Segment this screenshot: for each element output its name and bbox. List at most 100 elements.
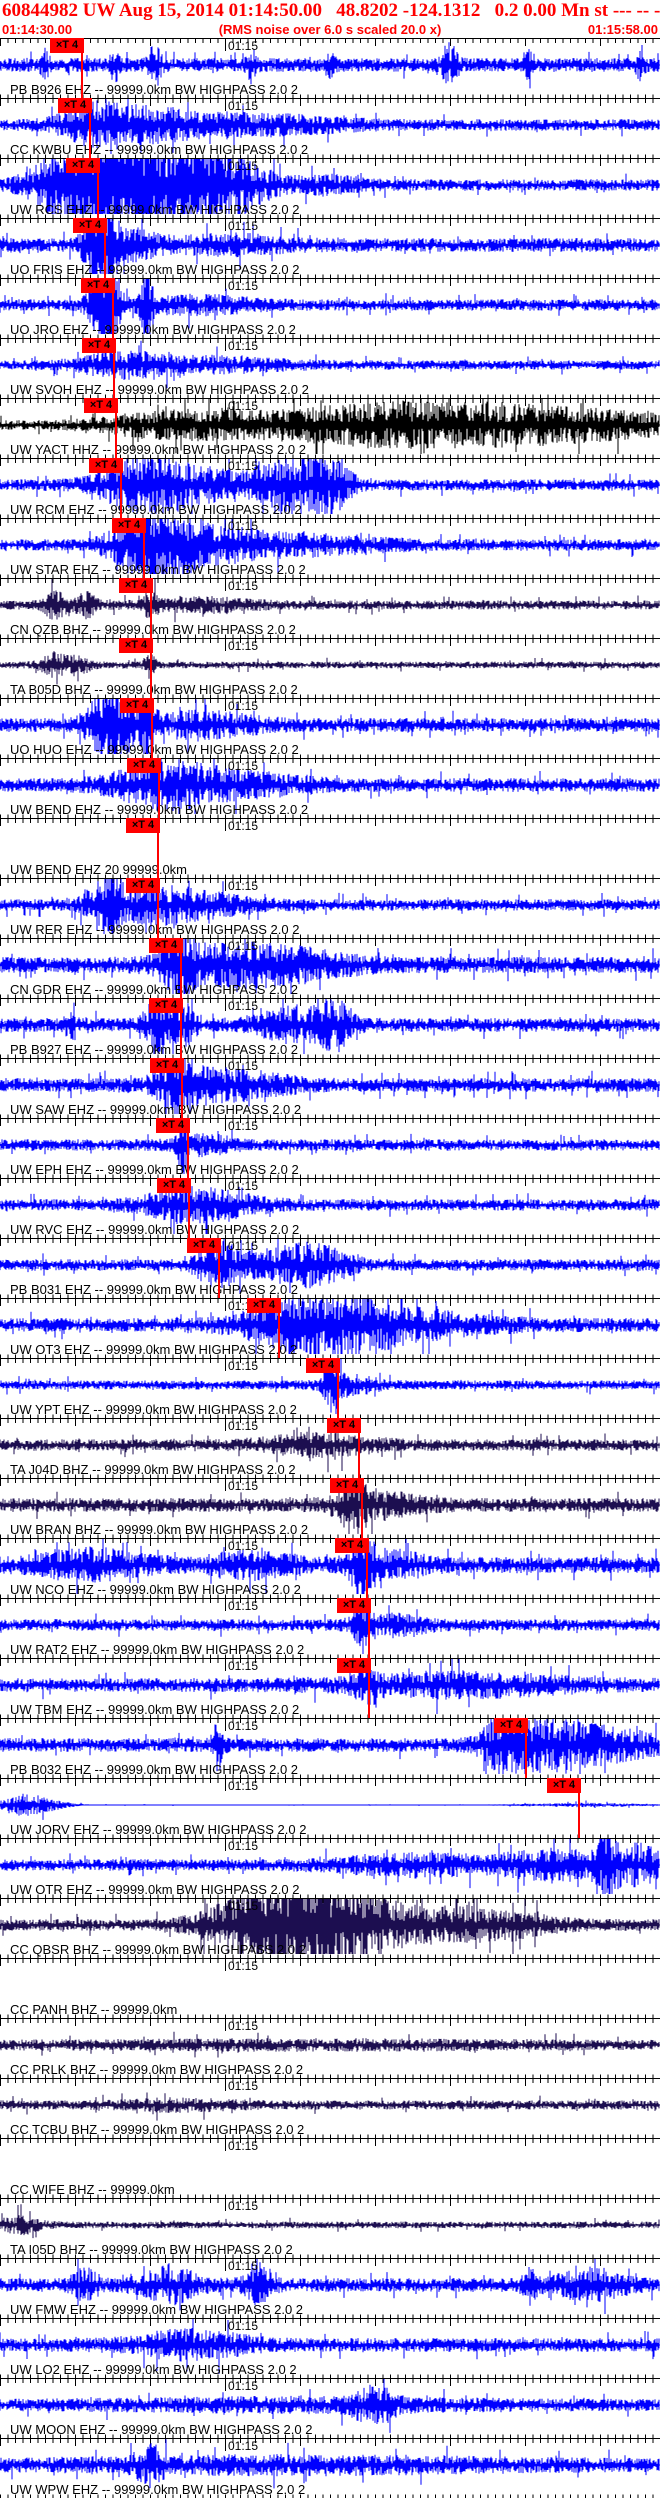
- minute-label: 01:15: [228, 999, 259, 1013]
- trace-row-pb-b032[interactable]: 01:15 ×T 4 PB B032 EHZ -- 99999.0km BW H…: [0, 1718, 660, 1778]
- trace-row-uw-bend[interactable]: 01:15 ×T 4 UW BEND EHZ 20 99999.0km: [0, 818, 660, 878]
- pick-flag[interactable]: ×T 4: [84, 398, 118, 413]
- trace-row-uw-lo2[interactable]: 01:15 UW LO2 EHZ -- 99999.0km BW HIGHPAS…: [0, 2318, 660, 2378]
- trace-row-uw-bran[interactable]: 01:15 ×T 4 UW BRAN BHZ -- 99999.0km BW H…: [0, 1478, 660, 1538]
- pick-line: [151, 713, 153, 758]
- pick-flag[interactable]: ×T 4: [82, 338, 116, 353]
- trace-row-ta-j04d[interactable]: 01:15 ×T 4 TA J04D BHZ -- 99999.0km BW H…: [0, 1418, 660, 1478]
- pick-flag[interactable]: ×T 4: [112, 518, 146, 533]
- minute-label: 01:15: [228, 1839, 259, 1853]
- trace-row-cc-wife[interactable]: 01:15 CC WIFE BHZ -- 99999.0km: [0, 2138, 660, 2198]
- trace-label: UW OT3 EHZ -- 99999.0km BW HIGHPASS 2.0 …: [10, 1342, 298, 1357]
- trace-label: CC WIFE BHZ -- 99999.0km: [10, 2182, 175, 2197]
- minute-label: 01:15: [228, 2259, 259, 2273]
- trace-row-uw-rvc[interactable]: 01:15 ×T 4 UW RVC EHZ -- 99999.0km BW HI…: [0, 1178, 660, 1238]
- pick-flag[interactable]: ×T 4: [58, 98, 92, 113]
- pick-line: [150, 593, 152, 638]
- trace-row-cn-gdr[interactable]: 01:15 ×T 4 CN GDR EHZ -- 99999.0km BW HI…: [0, 938, 660, 998]
- pick-flag[interactable]: ×T 4: [126, 878, 160, 893]
- trace-label: UW MOON EHZ -- 99999.0km BW HIGHPASS 2.0…: [10, 2422, 313, 2437]
- pick-flag[interactable]: ×T 4: [149, 938, 183, 953]
- minute-label: 01:15: [228, 699, 259, 713]
- trace-row-cc-panh[interactable]: 01:15 CC PANH BHZ -- 99999.0km: [0, 1958, 660, 2018]
- pick-line: [97, 173, 99, 218]
- trace-row-uw-eph[interactable]: 01:15 ×T 4 UW EPH EHZ -- 99999.0km BW HI…: [0, 1118, 660, 1178]
- trace-row-uw-wpw[interactable]: 01:15 UW WPW EHZ -- 99999.0km BW HIGHPAS…: [0, 2438, 660, 2498]
- trace-row-uw-rat2[interactable]: 01:15 ×T 4 UW RAT2 EHZ -- 99999.0km BW H…: [0, 1598, 660, 1658]
- trace-row-uw-ot3[interactable]: 01:15 ×T 4 UW OT3 EHZ -- 99999.0km BW HI…: [0, 1298, 660, 1358]
- trace-row-uw-otr[interactable]: 01:15 UW OTR EHZ -- 99999.0km BW HIGHPAS…: [0, 1838, 660, 1898]
- trace-label: UW SAW EHZ -- 99999.0km BW HIGHPASS 2.0 …: [10, 1102, 302, 1117]
- trace-label: UW RCM EHZ -- 99999.0km BW HIGHPASS 2.0 …: [10, 502, 302, 517]
- minute-label: 01:15: [228, 519, 259, 533]
- pick-flag[interactable]: ×T 4: [335, 1538, 369, 1553]
- pick-line: [143, 533, 145, 578]
- minute-label: 01:15: [228, 1539, 259, 1553]
- pick-flag[interactable]: ×T 4: [330, 1478, 364, 1493]
- pick-flag[interactable]: ×T 4: [150, 1058, 184, 1073]
- waveform: [0, 1178, 660, 1238]
- pick-flag[interactable]: ×T 4: [187, 1238, 221, 1253]
- pick-flag[interactable]: ×T 4: [337, 1598, 371, 1613]
- trace-label: UW FMW EHZ -- 99999.0km BW HIGHPASS 2.0 …: [10, 2302, 304, 2317]
- pick-flag[interactable]: ×T 4: [157, 1178, 191, 1193]
- pick-flag[interactable]: ×T 4: [149, 998, 183, 1013]
- trace-row-uo-huo[interactable]: 01:15 ×T 4 UO HUO EHZ -- 99999.0km BW HI…: [0, 698, 660, 758]
- trace-label: PB B032 EHZ -- 99999.0km BW HIGHPASS 2.0…: [10, 1762, 299, 1777]
- trace-row-uw-svoh[interactable]: 01:15 ×T 4 UW SVOH EHZ -- 99999.0km BW H…: [0, 338, 660, 398]
- trace-row-uw-star[interactable]: 01:15 ×T 4 UW STAR EHZ -- 99999.0km BW H…: [0, 518, 660, 578]
- trace-row-uo-fris[interactable]: 01:15 ×T 4 UO FRIS EHZ -- 99999.0km BW H…: [0, 218, 660, 278]
- trace-row-cc-prlk[interactable]: 01:15 CC PRLK BHZ -- 99999.0km BW HIGHPA…: [0, 2018, 660, 2078]
- trace-row-uw-bend[interactable]: 01:15 ×T 4 UW BEND EHZ -- 99999.0km BW H…: [0, 758, 660, 818]
- pick-flag[interactable]: ×T 4: [327, 1418, 361, 1433]
- pick-flag[interactable]: ×T 4: [306, 1358, 340, 1373]
- trace-row-pb-b926[interactable]: 01:15 ×T 4 PB B926 EHZ -- 99999.0km BW H…: [0, 38, 660, 98]
- trace-row-uw-fmw[interactable]: 01:15 UW FMW EHZ -- 99999.0km BW HIGHPAS…: [0, 2258, 660, 2318]
- trace-row-uw-saw[interactable]: 01:15 ×T 4 UW SAW EHZ -- 99999.0km BW HI…: [0, 1058, 660, 1118]
- waveform: [0, 98, 660, 158]
- trace-row-uw-jorv[interactable]: 01:15 ×T 4 UW JORV EHZ -- 99999.0km BW H…: [0, 1778, 660, 1838]
- trace-row-pb-b927[interactable]: 01:15 ×T 4 PB B927 EHZ -- 99999.0km BW H…: [0, 998, 660, 1058]
- trace-label: UO JRO EHZ -- 99999.0km BW HIGHPASS 2.0 …: [10, 322, 296, 337]
- trace-row-cc-tcbu[interactable]: 01:15 CC TCBU BHZ -- 99999.0km BW HIGHPA…: [0, 2078, 660, 2138]
- trace-row-uw-rer[interactable]: 01:15 ×T 4 UW RER EHZ -- 99999.0km BW HI…: [0, 878, 660, 938]
- window-end-time: 01:15:58.00: [587, 22, 658, 37]
- trace-row-uw-tbm[interactable]: 01:15 ×T 4 UW TBM EHZ -- 99999.0km BW HI…: [0, 1658, 660, 1718]
- trace-row-uw-rcm[interactable]: 01:15 ×T 4 UW RCM EHZ -- 99999.0km BW HI…: [0, 458, 660, 518]
- pick-flag[interactable]: ×T 4: [119, 578, 153, 593]
- trace-row-cc-qbsr[interactable]: 01:15 CC QBSR BHZ -- 99999.0km BW HIGHPA…: [0, 1898, 660, 1958]
- pick-line: [180, 1013, 182, 1058]
- pick-flag[interactable]: ×T 4: [120, 698, 154, 713]
- pick-flag[interactable]: ×T 4: [89, 458, 123, 473]
- trace-row-uw-ypt[interactable]: 01:15 ×T 4 UW YPT EHZ -- 99999.0km BW HI…: [0, 1358, 660, 1418]
- trace-row-uw-rcs[interactable]: 01:15 ×T 4 UW RCS EHZ -- 99999.0km BW HI…: [0, 158, 660, 218]
- pick-flag[interactable]: ×T 4: [50, 38, 84, 53]
- pick-flag[interactable]: ×T 4: [337, 1658, 371, 1673]
- pick-flag[interactable]: ×T 4: [126, 818, 160, 833]
- pick-flag[interactable]: ×T 4: [547, 1778, 581, 1793]
- trace-row-ta-b05d[interactable]: 01:15 ×T 4 TA B05D BHZ -- 99999.0km BW H…: [0, 638, 660, 698]
- pick-flag[interactable]: ×T 4: [156, 1118, 190, 1133]
- trace-row-uw-yact[interactable]: 01:15 ×T 4 UW YACT HHZ -- 99999.0km BW H…: [0, 398, 660, 458]
- minute-label: 01:15: [228, 159, 259, 173]
- pick-flag[interactable]: ×T 4: [73, 218, 107, 233]
- trace-row-pb-b031[interactable]: 01:15 ×T 4 PB B031 EHZ -- 99999.0km BW H…: [0, 1238, 660, 1298]
- trace-row-uo-jro[interactable]: 01:15 ×T 4 UO JRO EHZ -- 99999.0km BW HI…: [0, 278, 660, 338]
- trace-row-uw-moon[interactable]: 01:15 UW MOON EHZ -- 99999.0km BW HIGHPA…: [0, 2378, 660, 2438]
- minute-label: 01:15: [228, 579, 259, 593]
- trace-label: UW RCS EHZ -- 99999.0km BW HIGHPASS 2.0 …: [10, 202, 300, 217]
- trace-row-cn-qzb[interactable]: 01:15 ×T 4 CN QZB BHZ -- 99999.0km BW HI…: [0, 578, 660, 638]
- trace-label: UW YACT HHZ -- 99999.0km BW HIGHPASS 2.0…: [10, 442, 306, 457]
- pick-flag[interactable]: ×T 4: [119, 638, 153, 653]
- pick-flag[interactable]: ×T 4: [494, 1718, 528, 1733]
- pick-flag[interactable]: ×T 4: [127, 758, 161, 773]
- trace-row-uw-nco[interactable]: 01:15 ×T 4 UW NCO EHZ -- 99999.0km BW HI…: [0, 1538, 660, 1598]
- minute-label: 01:15: [228, 879, 259, 893]
- trace-row-cc-kwbu[interactable]: 01:15 ×T 4 CC KWBU EHZ -- 99999.0km BW H…: [0, 98, 660, 158]
- pick-flag[interactable]: ×T 4: [247, 1298, 281, 1313]
- trace-row-ta-i05d[interactable]: 01:15 TA I05D BHZ -- 99999.0km BW HIGHPA…: [0, 2198, 660, 2258]
- pick-line: [115, 413, 117, 458]
- pick-flag[interactable]: ×T 4: [81, 278, 115, 293]
- pick-flag[interactable]: ×T 4: [66, 158, 100, 173]
